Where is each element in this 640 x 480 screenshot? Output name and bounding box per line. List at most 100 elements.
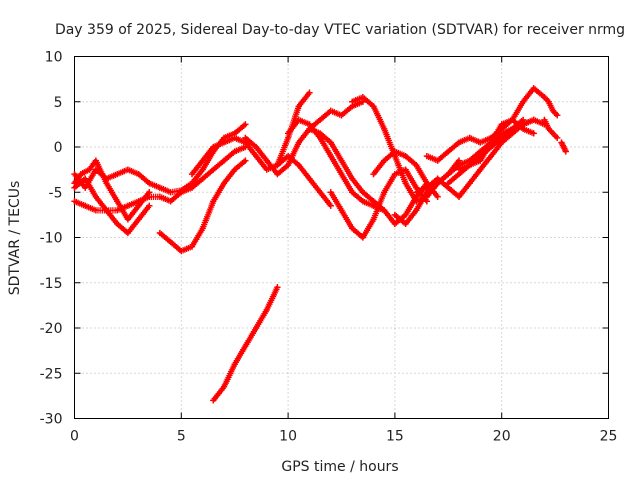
y-tick-label: 10 [45,50,63,66]
data-point [221,383,227,390]
data-point [274,171,281,178]
y-tick-label: -5 [49,185,63,201]
data-point [391,220,398,227]
data-point [477,157,484,164]
data-point [434,193,441,200]
data-point [381,207,388,214]
data-point [338,207,345,214]
data-point [413,207,420,214]
x-tick-label: 0 [70,429,79,445]
data-point [285,130,292,137]
axis-ticks: 0 5 10 15 20 25 -30 -25 -20 -15 -10 -5 0 5 10 [40,50,618,445]
data-point [456,193,462,200]
data-point [189,184,195,191]
data-point [327,139,334,146]
data-point [370,171,377,178]
data-point [253,144,260,150]
data-point [146,180,153,187]
data-point [71,198,78,205]
data-point [359,234,366,241]
data-point [167,198,174,205]
data-point [541,94,548,101]
data-point [210,166,217,173]
data-point [509,116,516,123]
data-point [423,184,430,191]
data-point [413,162,420,169]
y-tick-label: -20 [40,321,63,337]
data-point [242,121,249,128]
data-point [77,171,84,178]
data-point [488,153,494,160]
data-point [558,139,565,146]
data-point [317,189,324,196]
data-point [413,189,420,196]
y-tick-label: -15 [40,276,63,292]
x-tick-label: 25 [600,429,618,445]
data-point [103,207,110,214]
series-track-19 [455,116,537,173]
data-point [263,157,270,164]
data-point [82,202,89,209]
chart-title: Day 359 of 2025, Sidereal Day-to-day VTE… [55,22,625,38]
data-point [381,189,388,196]
data-point [545,98,552,105]
data-point [413,198,420,205]
data-point [189,171,195,178]
data-point [338,112,345,119]
data-point [274,162,281,169]
data-point [231,361,238,368]
data-point [477,139,484,146]
data-point [488,139,494,146]
data-point [71,171,78,178]
data-point [189,243,195,250]
series-track-5 [156,157,249,255]
data-point [263,166,270,173]
data-point [456,139,462,146]
data-point [210,144,217,150]
data-point [434,175,441,182]
data-point [434,157,441,164]
data-point [199,225,206,232]
data-point [466,162,473,169]
data-point [423,153,430,160]
data-point [456,166,462,173]
data-point [221,139,227,146]
data-point [317,116,324,123]
data-point [263,306,270,313]
y-tick-label: 0 [54,140,63,156]
data-point [114,198,121,205]
series-track-11 [306,125,431,228]
data-point [306,89,313,96]
data-point [231,166,238,173]
data-point [82,184,89,191]
data-point [146,202,153,209]
data-point [509,125,516,132]
y-tick-label: 5 [54,95,63,111]
data-point [338,157,345,164]
grid [74,56,609,419]
data-point [327,202,334,209]
data-point [253,325,260,331]
data-point [381,157,388,164]
data-point [82,175,89,182]
data-point [92,193,99,200]
data-point [402,220,409,227]
data-point [124,216,131,223]
data-point [466,134,473,141]
data-point [391,148,398,155]
x-tick-label: 20 [493,429,511,445]
data-point [135,216,142,223]
data-point [124,230,131,236]
y-tick-label: -25 [40,366,63,382]
data-point [167,239,174,245]
data-point [402,211,409,218]
data-point [381,125,388,132]
data-point [178,248,185,255]
data-point [178,189,185,196]
data-point [135,171,142,178]
y-axis-label: SDTVAR / TECUs [7,181,23,296]
data-point [402,153,409,160]
data-point [349,225,356,232]
data-point [92,207,99,214]
